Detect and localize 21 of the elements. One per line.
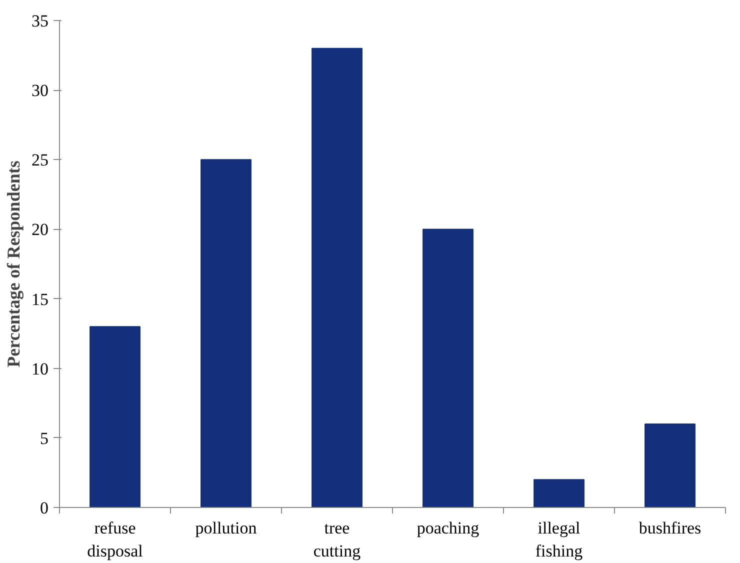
y-tick-label: 30	[32, 81, 48, 100]
x-tick-label: poaching	[416, 518, 480, 538]
bar	[312, 48, 362, 508]
x-tick-label: pollution	[195, 518, 258, 538]
y-tick-label: 5	[40, 428, 48, 448]
bar	[644, 424, 696, 508]
y-axis-title: Percentage of Respondents	[4, 160, 24, 368]
bar	[90, 326, 140, 508]
y-tick-label: 10	[32, 359, 48, 378]
x-tick-label: refuse disposal	[87, 518, 144, 560]
y-tick-label: 35	[32, 12, 48, 30]
bar	[200, 159, 252, 508]
y-tick-label: 25	[32, 150, 48, 170]
x-tick-label: illegal fishing	[535, 518, 584, 560]
bar	[534, 479, 584, 508]
x-tick-label: tree cutting	[313, 518, 362, 560]
x-tick-label: bushfires	[638, 518, 702, 538]
bar	[422, 228, 474, 508]
y-tick-label: 20	[32, 220, 48, 240]
y-tick-label: 0	[40, 498, 48, 518]
y-tick-label: 15	[32, 290, 48, 309]
